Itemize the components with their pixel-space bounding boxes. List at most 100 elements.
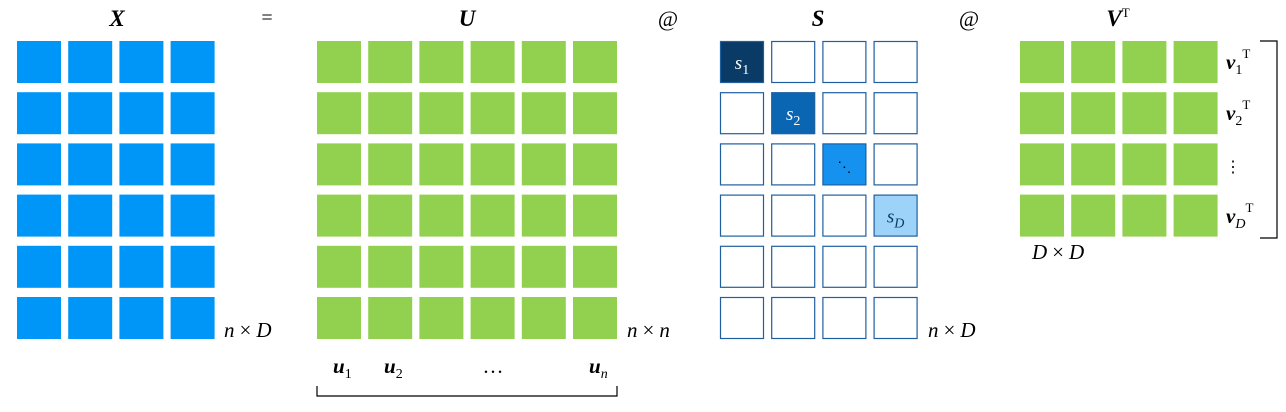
s-matrix-cell — [719, 194, 765, 237]
x-matrix-cell — [68, 143, 113, 186]
vt-matrix-cell — [1020, 92, 1064, 135]
s-matrix-cell — [719, 92, 765, 135]
x-matrix-cell — [170, 143, 215, 186]
u-matrix-cell — [419, 92, 464, 135]
s-diagonal-label: s2 — [786, 104, 800, 129]
u-matrix-cell — [368, 92, 413, 135]
s-dimension-label: n × D — [928, 318, 976, 342]
x-dimension-label: n × D — [224, 318, 272, 342]
u-matrix-cell — [470, 297, 515, 339]
u-column-labels: u1 u2 … un — [333, 354, 608, 382]
vt-matrix-title: VT — [1106, 5, 1129, 31]
u-matrix-cell — [521, 245, 566, 288]
s-matrix-cell — [771, 296, 816, 340]
u-matrix-cell — [419, 41, 464, 83]
x-matrix-cell — [119, 92, 164, 135]
u-matrix-cell — [573, 245, 617, 288]
u-matrix-cell — [470, 245, 515, 288]
vt-dimension-label: D × D — [1031, 240, 1084, 264]
vt-dim-d1: D — [1031, 240, 1047, 264]
s-matrix-diagonal-cell — [771, 92, 816, 135]
vt-row-labels: v1T v2T ⋮ vDT — [1225, 46, 1253, 232]
u-matrix-cell — [419, 194, 464, 237]
vt-matrix-cell — [1020, 194, 1064, 237]
vt-dim-times: × — [1052, 240, 1064, 264]
u-matrix-cell — [521, 297, 566, 339]
s-dim-n: n — [928, 318, 939, 342]
vt-matrix-cell — [1071, 41, 1116, 83]
s-matrix-diagonal-cell — [873, 194, 918, 237]
u-matrix-cell — [368, 41, 413, 83]
vt-matrix-cell — [1122, 143, 1167, 186]
s-matrix-cell — [822, 245, 867, 288]
u-matrix-cell — [368, 194, 413, 237]
u-matrix-cell — [317, 143, 361, 186]
x-matrix-cell — [17, 41, 61, 83]
vt-row-label: v2T — [1226, 97, 1250, 129]
vt-matrix-cell — [1071, 194, 1116, 237]
vt-row-label: v1T — [1226, 46, 1250, 78]
x-matrix-cell — [17, 194, 61, 237]
s-diagonal-label: ⋱ — [837, 160, 851, 175]
s-matrix-cell — [771, 194, 816, 237]
s-matrix-cell — [822, 40, 867, 84]
x-matrix-cell — [170, 245, 215, 288]
s-matrix-cell — [873, 296, 918, 340]
x-matrix-cell — [68, 194, 113, 237]
s-matrix-cell — [873, 92, 918, 135]
x-matrix-cell — [68, 297, 113, 339]
vt-matrix-cell — [1173, 143, 1218, 186]
x-matrix-cell — [119, 297, 164, 339]
s-matrix-cell — [719, 143, 765, 186]
vt-rows-bracket — [1260, 40, 1278, 239]
u-matrix-cell — [573, 41, 617, 83]
x-matrix-cell — [170, 92, 215, 135]
x-dim-n: n — [224, 318, 235, 342]
u-matrix-cell — [317, 92, 361, 135]
u-column-label: un — [589, 354, 608, 382]
matmul-operator-1: @ — [658, 6, 678, 31]
x-matrix-cell — [17, 92, 61, 135]
u-matrix-cell — [573, 143, 617, 186]
u-matrix-cell — [573, 194, 617, 237]
vt-matrix-cell — [1020, 143, 1064, 186]
s-matrix-cell — [873, 143, 918, 186]
u-dim-n1: n — [627, 318, 638, 342]
vt-title-base: V — [1106, 6, 1123, 31]
s-diagonal-label: sD — [887, 207, 905, 232]
u-matrix-cell — [470, 92, 515, 135]
s-matrix-cell — [822, 92, 867, 135]
u-matrix-cell — [521, 143, 566, 186]
vt-matrix-cell — [1071, 143, 1116, 186]
u-matrix-cell — [317, 297, 361, 339]
x-matrix-cell — [119, 194, 164, 237]
u-matrix-cell — [470, 143, 515, 186]
vt-matrix-cell — [1020, 41, 1064, 83]
s-matrix-cell — [771, 245, 816, 288]
u-matrix-cell — [368, 143, 413, 186]
vt-row-label: ⋮ — [1225, 159, 1241, 176]
vt-matrix-cell — [1173, 194, 1218, 237]
s-matrix-cell — [719, 296, 765, 340]
s-matrix-cell — [822, 296, 867, 340]
x-matrix-cell — [68, 245, 113, 288]
vt-matrix-cell — [1173, 41, 1218, 83]
u-matrix-cell — [317, 194, 361, 237]
vt-title-sup: T — [1122, 5, 1130, 20]
vt-matrix-cell — [1173, 92, 1218, 135]
vt-matrix-cell — [1071, 92, 1116, 135]
u-dim-times: × — [643, 318, 655, 342]
u-columns-bracket — [316, 386, 618, 397]
u-column-label: u2 — [384, 354, 403, 382]
vt-row-label: vDT — [1226, 200, 1253, 232]
s-matrix-cell — [771, 40, 816, 84]
x-matrix-cell — [17, 143, 61, 186]
x-matrix-cell — [170, 297, 215, 339]
u-matrix-cell — [521, 92, 566, 135]
u-matrix-cell — [470, 41, 515, 83]
x-matrix-cell — [17, 297, 61, 339]
equals-sign: = — [261, 7, 272, 29]
vt-matrix-cell — [1122, 194, 1167, 237]
u-matrix-cell — [317, 41, 361, 83]
